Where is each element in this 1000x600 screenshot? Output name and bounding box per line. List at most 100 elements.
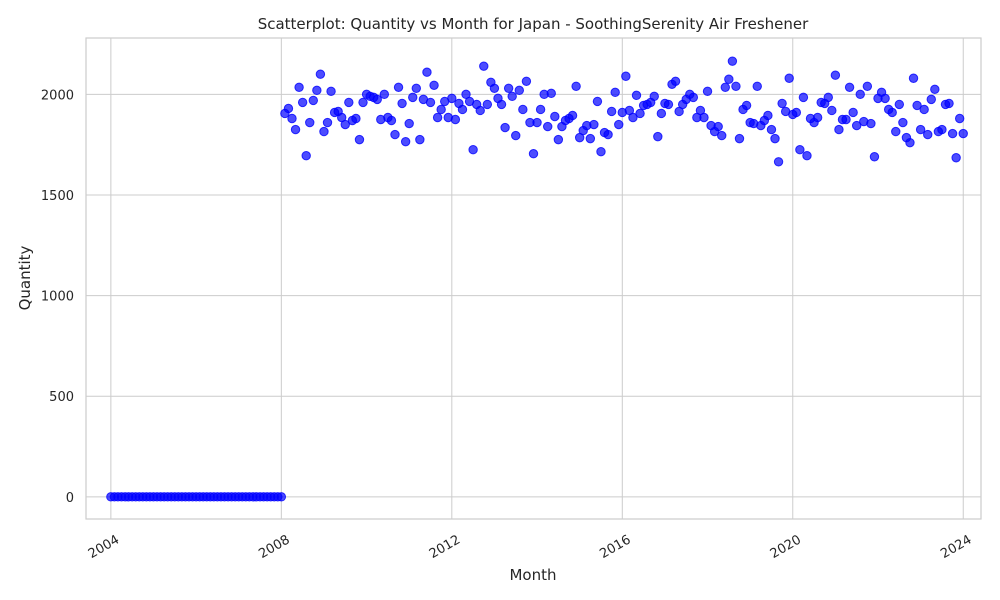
data-point xyxy=(315,69,326,79)
data-point xyxy=(468,145,478,155)
data-point xyxy=(344,97,354,108)
data-point xyxy=(802,151,812,161)
data-point xyxy=(450,114,461,125)
data-point xyxy=(777,98,787,109)
data-point xyxy=(305,117,315,128)
data-point xyxy=(372,94,382,105)
data-point xyxy=(422,67,432,77)
data-point xyxy=(585,133,596,144)
x-tick-label: 2024 xyxy=(938,532,974,562)
data-point xyxy=(958,128,968,139)
data-point xyxy=(550,111,560,122)
data-point xyxy=(670,76,681,86)
data-point xyxy=(844,82,855,93)
data-point xyxy=(827,105,837,116)
data-point xyxy=(475,105,485,116)
data-point xyxy=(880,93,890,104)
data-point xyxy=(688,92,699,103)
data-point xyxy=(514,85,524,96)
data-point xyxy=(763,110,773,121)
data-point xyxy=(713,121,723,132)
data-point xyxy=(532,117,542,128)
data-point xyxy=(919,104,929,115)
data-point xyxy=(923,129,933,140)
data-point xyxy=(358,97,368,108)
x-tick-label: 2020 xyxy=(768,532,804,562)
data-point xyxy=(287,113,297,124)
data-point xyxy=(915,124,926,135)
data-point xyxy=(628,112,638,123)
data-point xyxy=(937,124,947,135)
data-point xyxy=(741,100,752,111)
data-point xyxy=(830,70,841,80)
data-point xyxy=(447,93,457,104)
data-point xyxy=(848,107,858,118)
data-point xyxy=(507,91,517,102)
y-tick-label: 1500 xyxy=(41,189,74,204)
data-point xyxy=(567,110,578,121)
tick-labels: 0 500 1000 1500 2000 2004 2008 2012 2016 2020 2024 xyxy=(41,88,975,562)
data-point xyxy=(841,114,851,125)
data-point xyxy=(606,106,617,117)
data-point xyxy=(855,89,865,100)
data-point xyxy=(322,117,333,128)
data-point xyxy=(482,99,493,110)
data-point xyxy=(905,137,915,148)
data-point xyxy=(798,92,809,103)
data-point xyxy=(308,95,318,106)
data-points xyxy=(106,56,968,502)
gridlines xyxy=(86,38,981,519)
data-point xyxy=(653,131,663,142)
data-point xyxy=(631,90,642,101)
data-point xyxy=(834,124,844,135)
data-point xyxy=(415,134,425,145)
data-point xyxy=(351,113,361,124)
data-point xyxy=(649,91,659,102)
data-point xyxy=(869,152,880,162)
chart-title: Scatterplot: Quantity vs Month for Japan… xyxy=(258,15,809,33)
data-point xyxy=(866,118,876,129)
data-point xyxy=(436,104,446,115)
data-point xyxy=(851,120,862,131)
data-point xyxy=(724,74,734,84)
data-point xyxy=(812,112,823,123)
x-tick-label: 2012 xyxy=(427,532,463,562)
data-point xyxy=(947,128,958,139)
data-point xyxy=(511,130,521,141)
data-point xyxy=(503,83,514,94)
data-point xyxy=(521,76,532,86)
data-point xyxy=(432,112,443,123)
data-point xyxy=(411,83,421,94)
y-tick-label: 500 xyxy=(49,390,74,405)
x-tick-label: 2004 xyxy=(86,532,122,562)
data-point xyxy=(276,492,287,502)
data-point xyxy=(546,88,556,99)
data-point xyxy=(951,153,961,163)
data-point xyxy=(930,84,940,95)
data-point xyxy=(887,107,897,118)
data-point xyxy=(500,122,510,133)
data-point xyxy=(663,99,674,110)
data-point xyxy=(770,133,780,144)
data-point xyxy=(699,112,709,123)
data-point xyxy=(702,86,713,97)
data-point xyxy=(408,92,418,103)
data-point xyxy=(614,119,624,130)
data-point xyxy=(773,157,784,167)
data-point xyxy=(535,104,546,115)
data-point xyxy=(425,97,436,108)
data-point xyxy=(621,71,631,81)
data-point xyxy=(390,129,400,140)
data-point xyxy=(589,119,599,130)
y-tick-label: 1000 xyxy=(41,290,74,305)
data-point xyxy=(592,96,603,107)
data-point xyxy=(610,87,620,98)
data-point xyxy=(791,107,802,118)
data-point xyxy=(795,145,805,155)
y-axis-label: Quantity xyxy=(16,245,34,310)
data-point xyxy=(528,149,539,159)
data-point xyxy=(752,81,762,92)
data-point xyxy=(354,134,365,145)
data-point xyxy=(603,129,613,140)
